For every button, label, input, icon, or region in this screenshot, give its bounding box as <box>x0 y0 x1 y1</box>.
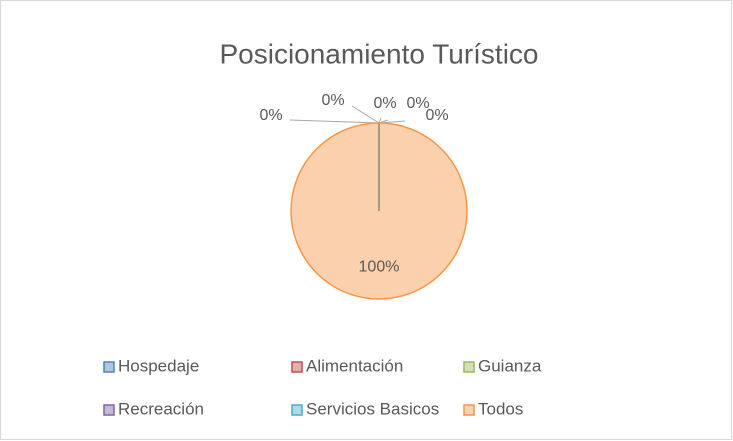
data-label: 0% <box>373 95 396 112</box>
legend-swatch <box>103 404 115 416</box>
legend-label: Todos <box>478 399 523 418</box>
legend-label: Alimentación <box>306 356 403 375</box>
data-label: 0% <box>321 92 344 109</box>
leader-line <box>351 105 380 124</box>
leader-line <box>289 119 380 124</box>
legend-label: Recreación <box>118 399 204 418</box>
legend-swatch <box>463 361 475 373</box>
pie-slice <box>290 122 468 300</box>
data-label: 0% <box>406 95 429 112</box>
data-label: 0% <box>425 107 448 124</box>
data-label: 100% <box>359 259 400 276</box>
legend-swatch <box>463 404 475 416</box>
legend-swatch <box>291 404 303 416</box>
leader-line <box>378 117 382 124</box>
legend-swatch <box>103 361 115 373</box>
data-label: 0% <box>259 107 282 124</box>
legend-label: Servicios Basicos <box>306 399 439 418</box>
legend-label: Guianza <box>478 356 542 375</box>
chart-title: Posicionamiento Turístico <box>219 38 538 69</box>
legend-label: Hospedaje <box>118 356 199 375</box>
legend-swatch <box>291 361 303 373</box>
